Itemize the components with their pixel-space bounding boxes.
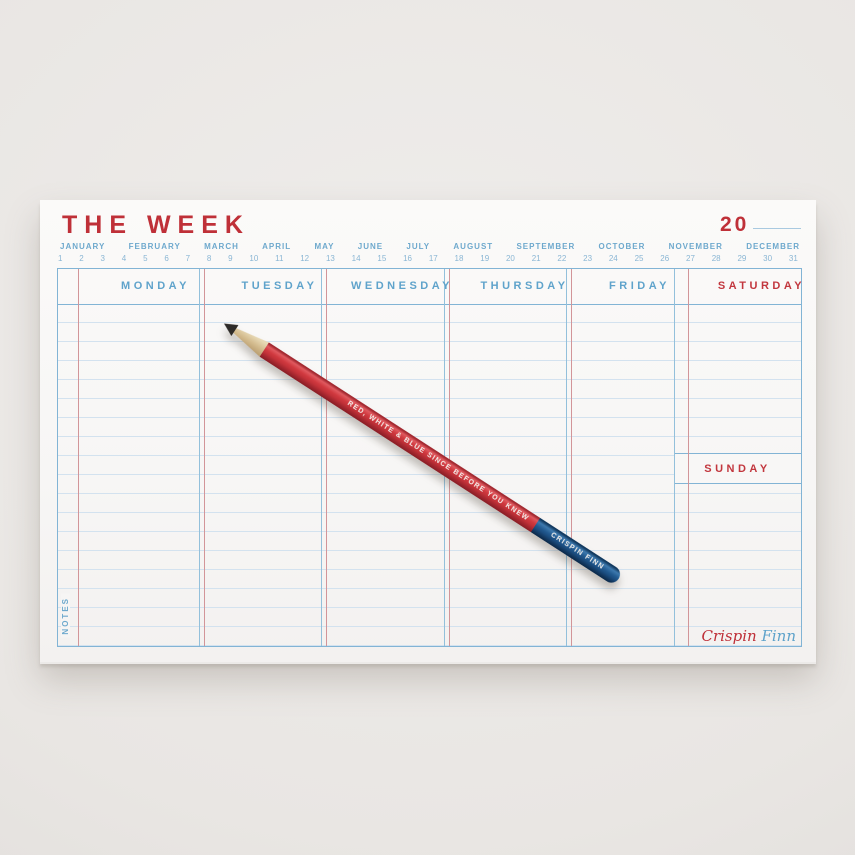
day-number: 23 xyxy=(583,254,593,263)
day-number: 27 xyxy=(686,254,695,263)
sunday-header: SUNDAY xyxy=(674,453,801,484)
header-underline xyxy=(58,304,801,305)
day-number: 29 xyxy=(737,254,747,263)
day-header-label: SATURDAY xyxy=(717,280,806,292)
month-label: NOVEMBER xyxy=(668,242,723,251)
margin-line xyxy=(571,269,572,646)
day-header-label: FRIDAY xyxy=(609,280,670,292)
margin-line xyxy=(78,269,79,646)
day-number: 8 xyxy=(206,254,212,263)
month-label: OCTOBER xyxy=(598,242,646,251)
day-number: 4 xyxy=(121,254,127,263)
month-label: MARCH xyxy=(204,242,239,251)
day-header-label: TUESDAY xyxy=(241,280,318,292)
day-number: 9 xyxy=(228,254,233,263)
day-number: 28 xyxy=(711,254,721,263)
day-number: 17 xyxy=(428,254,438,263)
day-number: 2 xyxy=(79,254,84,263)
day-number: 25 xyxy=(634,254,644,263)
day-number: 3 xyxy=(100,254,105,263)
month-label: APRIL xyxy=(262,242,292,251)
column-separator xyxy=(199,269,200,646)
signature-last-name: Finn xyxy=(761,627,796,645)
day-number: 1 xyxy=(58,254,63,263)
margin-line xyxy=(204,269,205,646)
day-number: 20 xyxy=(505,254,515,263)
notes-label: NOTES xyxy=(61,594,70,638)
margin-line xyxy=(688,269,689,646)
day-number: 12 xyxy=(300,254,310,263)
column-separator xyxy=(674,269,675,646)
month-label: AUGUST xyxy=(453,242,494,251)
day-number: 26 xyxy=(660,254,670,263)
month-label: SEPTEMBER xyxy=(516,242,576,251)
week-grid: SUNDAY MONDAY TUESDAY WEDNESDAY THURSDAY FRI… xyxy=(57,268,802,647)
year-blank-line xyxy=(753,228,802,229)
day-number: 16 xyxy=(403,254,413,263)
brand-signature: Crispin Finn xyxy=(701,627,796,645)
signature-first-name: Crispin xyxy=(701,627,757,645)
day-number: 31 xyxy=(788,254,798,263)
day-number: 15 xyxy=(377,254,387,263)
column-separator xyxy=(566,269,567,646)
month-label: JULY xyxy=(406,242,431,251)
day-number: 18 xyxy=(454,254,464,263)
day-number: 7 xyxy=(185,254,191,263)
pad-title: THE WEEK xyxy=(62,211,250,239)
month-label: FEBRUARY xyxy=(128,242,181,251)
months-row: JANUARY FEBRUARY MARCH APRIL MAY JUNE JULY AUGU… xyxy=(60,242,800,251)
day-number: 6 xyxy=(164,254,169,263)
year-prefix: 20 xyxy=(720,213,750,236)
day-number: 5 xyxy=(143,254,148,263)
day-number: 21 xyxy=(531,254,541,263)
weekly-planner-pad: THE WEEK 20 JANUARY FEBRUARY MARCH APRIL MAY… xyxy=(40,200,816,662)
day-numbers-row: 1 2 3 4 5 6 7 8 9 10 11 12 13 14 15 16 17 18 19 20 21 22 23 24 2… xyxy=(58,254,798,263)
day-number: 10 xyxy=(249,254,259,263)
day-number: 24 xyxy=(608,254,618,263)
margin-line xyxy=(326,269,327,646)
month-label: JUNE xyxy=(357,242,384,251)
year-field: 20 xyxy=(720,213,802,237)
day-number: 19 xyxy=(480,254,490,263)
day-number: 13 xyxy=(325,254,335,263)
month-label: MAY xyxy=(314,242,335,251)
day-header-label: THURSDAY xyxy=(480,280,569,292)
month-label: DECEMBER xyxy=(746,242,800,251)
day-header-label: WEDNESDAY xyxy=(351,280,453,292)
margin-line xyxy=(449,269,450,646)
day-number: 11 xyxy=(275,254,284,263)
day-number: 14 xyxy=(351,254,361,263)
day-number: 22 xyxy=(557,254,567,263)
day-number: 30 xyxy=(763,254,773,263)
column-separator xyxy=(321,269,322,646)
day-header-label: MONDAY xyxy=(121,280,190,292)
month-label: JANUARY xyxy=(60,242,106,251)
